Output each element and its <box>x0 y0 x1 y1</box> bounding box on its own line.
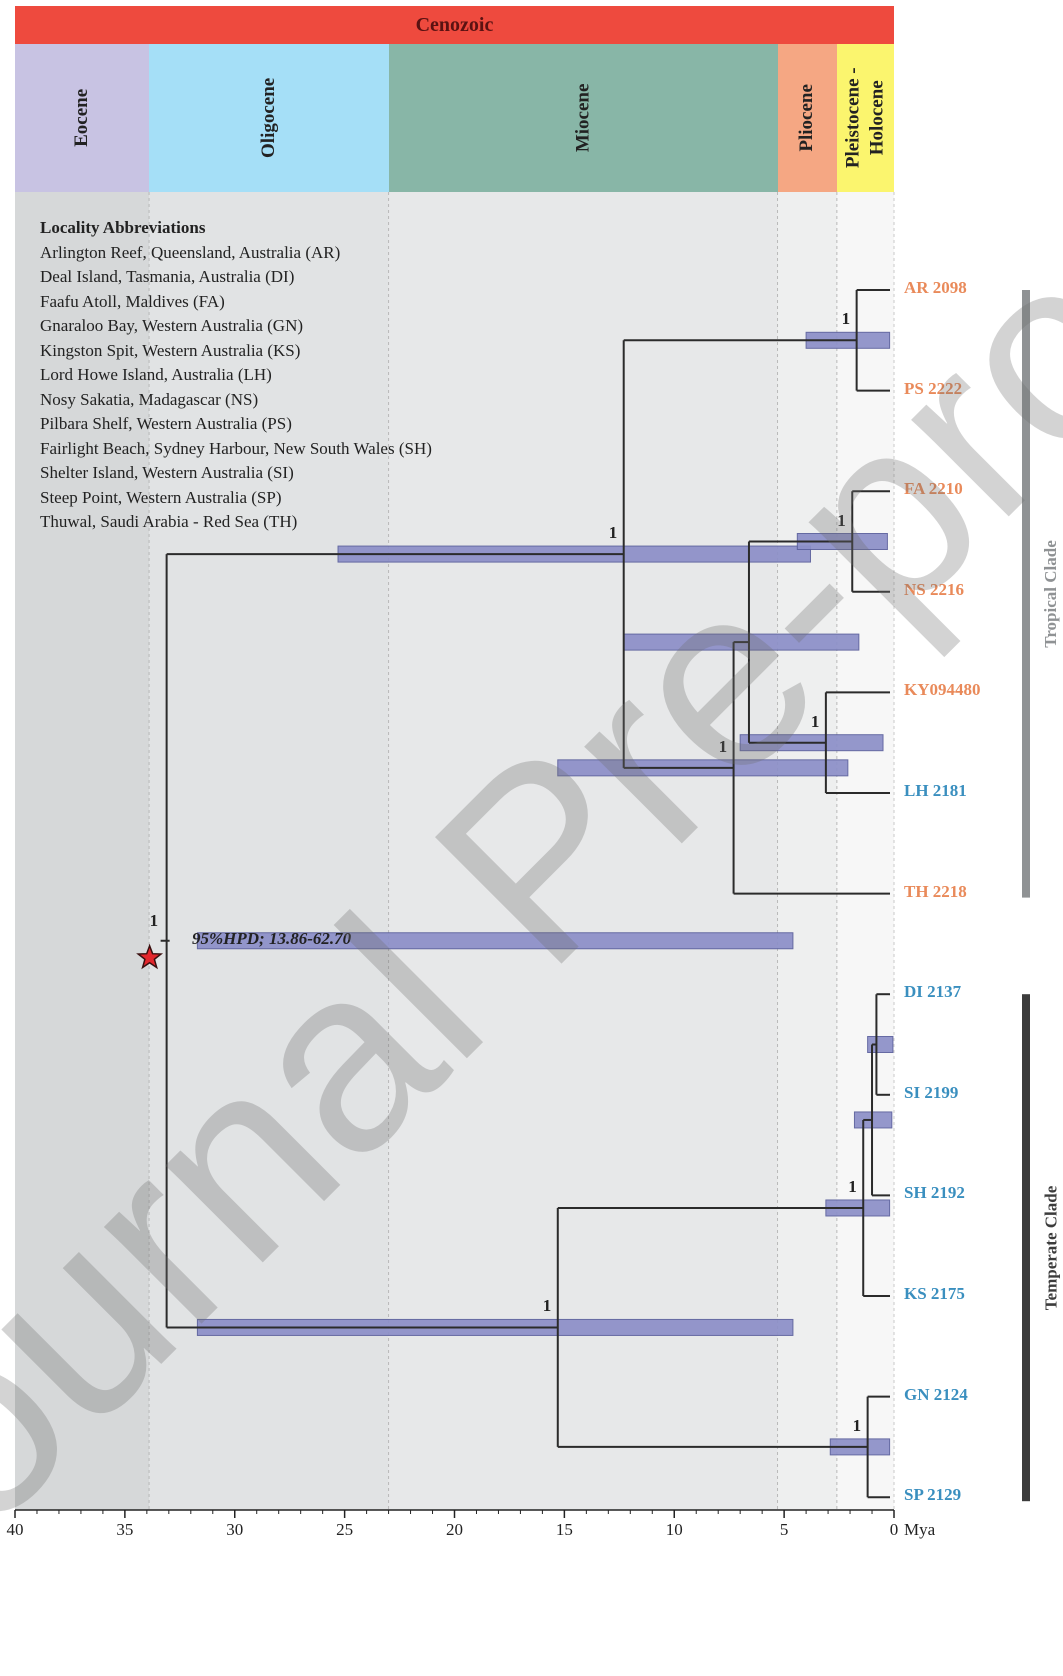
legend-item: Fairlight Beach, Sydney Harbour, New Sou… <box>40 438 432 458</box>
legend-item: Lord Howe Island, Australia (LH) <box>40 365 272 384</box>
epoch-label-pleistocene: Pleistocene - Holocene <box>837 44 894 192</box>
epoch-cell-pliocene <box>777 44 837 192</box>
epoch-cell-eocene <box>15 44 150 192</box>
tip-label: AR 2098 <box>904 278 967 297</box>
legend-title: Locality Abbreviations <box>40 218 206 237</box>
epoch-cell-oligocene <box>149 44 389 192</box>
legend-item: Shelter Island, Western Australia (SI) <box>40 463 294 482</box>
legend-item: Faafu Atoll, Maldives (FA) <box>40 291 225 311</box>
tick-label: 0 <box>889 1520 899 1539</box>
epoch-label-pliocene: Pliocene <box>778 44 837 192</box>
hpd-bar <box>867 1036 894 1053</box>
tip-label: DI 2137 <box>904 982 962 1002</box>
legend-item: Deal Island, Tasmania, Australia (DI) <box>40 267 295 286</box>
epoch-label-text: Miocene <box>572 83 594 153</box>
era-band <box>15 6 894 44</box>
legend-item: Kingston Spit, Western Australia (KS) <box>40 340 301 360</box>
support-value: 1 <box>848 1176 857 1196</box>
tip-label: PS 2222 <box>904 378 963 398</box>
tree-branches <box>165 289 890 1499</box>
epoch-cell-pleistocene <box>836 44 894 192</box>
epoch-label-text: Pleistocene - Holocene <box>842 67 888 169</box>
tip-label: SP 2129 <box>904 1485 962 1505</box>
support-value: 1 <box>852 1415 862 1435</box>
epoch-panels <box>15 192 894 1510</box>
epoch-cell-miocene <box>388 44 778 192</box>
legend-item: Thuwal, Saudi Arabia - Red Sea (TH) <box>40 512 298 531</box>
support-value: 1 <box>608 523 618 543</box>
tick-label: 35 <box>116 1520 134 1539</box>
support-value: 1 <box>542 1296 552 1316</box>
clade-label-text: Temperate Clade <box>1041 1185 1060 1310</box>
legend-item: Pilbara Shelf, Western Australia (PS) <box>40 414 292 433</box>
tick-label: 5 <box>779 1520 789 1539</box>
calibration-star <box>136 939 170 970</box>
clade-label-text: Tropical Clade <box>1041 540 1061 648</box>
tip-label: KY094480 <box>904 680 981 700</box>
tick-label: 15 <box>555 1520 573 1539</box>
root-support-value: 1 <box>149 910 159 930</box>
support-value: 1 <box>810 711 820 731</box>
tip-label: SH 2192 <box>904 1183 965 1203</box>
calibration-hpd-label: 95%HPD; 13.86-62.70 <box>192 929 352 948</box>
axis-unit: Mya <box>904 1520 936 1539</box>
tip-label: FA 2210 <box>904 479 963 499</box>
epoch-panel-eocene <box>15 192 150 1510</box>
epoch-panel-pleistocene <box>836 192 894 1510</box>
support-value: 1 <box>837 510 846 530</box>
tip-label: GN 2124 <box>904 1384 968 1404</box>
legend-item: Arlington Reef, Queensland, Australia (A… <box>40 242 341 262</box>
clade-bars <box>1022 290 1030 1502</box>
legend-item: Gnaraloo Bay, Western Australia (GN) <box>40 316 304 335</box>
epoch-panel-oligocene <box>149 192 389 1510</box>
tip-label: NS 2216 <box>904 579 964 599</box>
epoch-boundaries <box>148 192 895 1510</box>
support-value: 1 <box>841 309 851 329</box>
phylogeny-figure <box>14 192 1030 1518</box>
star-icon <box>136 943 164 970</box>
tick-label: 30 <box>226 1520 244 1539</box>
support-value: 1 <box>718 736 728 756</box>
hpd-bar <box>196 932 794 950</box>
epoch-label-text: Pliocene <box>796 84 818 152</box>
epoch-panel-pliocene <box>777 192 837 1510</box>
clade-bar <box>1022 994 1030 1502</box>
tip-label: TH 2218 <box>904 881 967 901</box>
time-axis <box>14 1509 895 1518</box>
epoch-label-eocene: Eocene <box>15 44 149 192</box>
legend-item: Nosy Sakatia, Madagascar (NS) <box>40 389 259 409</box>
epoch-label-oligocene: Oligocene <box>149 44 389 192</box>
epoch-label-miocene: Miocene <box>389 44 778 192</box>
clade-label: Tropical Clade <box>1031 290 1063 898</box>
tip-label: KS 2175 <box>904 1284 965 1303</box>
era-label: Cenozoic <box>415 14 494 36</box>
tick-label: 25 <box>336 1520 354 1539</box>
tick-label: 40 <box>6 1520 24 1539</box>
legend-item: Steep Point, Western Australia (SP) <box>40 487 282 507</box>
epoch-label-text: Eocene <box>71 88 93 148</box>
hpd-bar <box>853 1111 893 1129</box>
epoch-panel-miocene <box>388 192 778 1510</box>
tip-label: SI 2199 <box>904 1082 959 1102</box>
tick-label: 10 <box>665 1520 683 1539</box>
clade-bar <box>1022 290 1030 898</box>
locality-legend: Locality Abbreviations Arlington Reef, Q… <box>40 216 432 535</box>
tip-label: LH 2181 <box>904 781 967 800</box>
epoch-label-text: Oligocene <box>257 77 279 159</box>
clade-label: Temperate Clade <box>1031 994 1063 1501</box>
tick-label: 20 <box>446 1520 463 1539</box>
